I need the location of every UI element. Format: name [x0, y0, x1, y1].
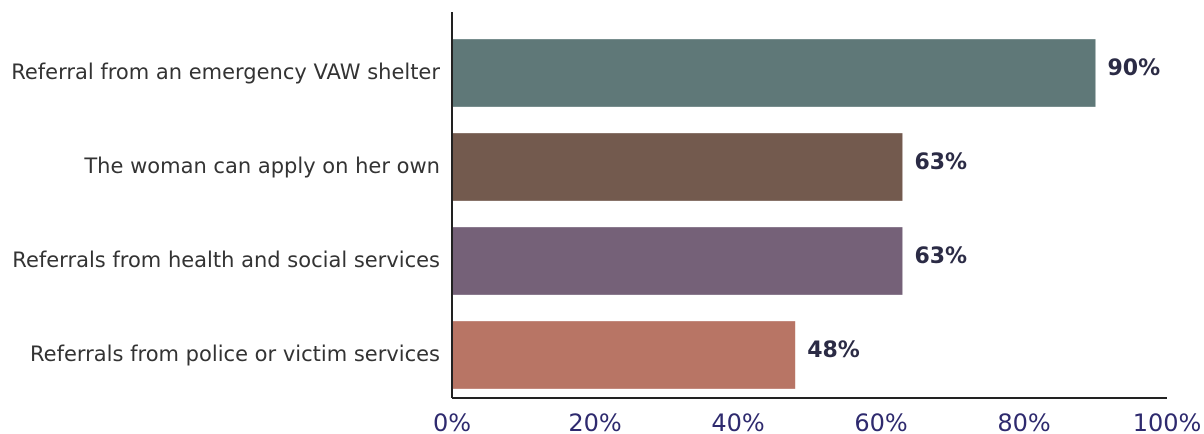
x-tick-label: 40% [711, 409, 764, 434]
bar [452, 133, 903, 201]
category-label: Referral from an emergency VAW shelter [11, 60, 440, 84]
value-label: 90% [1108, 56, 1161, 81]
value-label: 63% [914, 244, 967, 269]
category-label: Referrals from police or victim services [30, 342, 440, 366]
value-label: 63% [914, 150, 967, 175]
x-tick-label: 20% [568, 409, 621, 434]
x-tick-label: 60% [854, 409, 907, 434]
value-label: 48% [807, 338, 860, 363]
x-tick-label: 0% [433, 409, 471, 434]
category-label: Referrals from health and social service… [12, 248, 440, 272]
category-label: The woman can apply on her own [83, 154, 440, 178]
x-tick-label: 80% [997, 409, 1050, 434]
bar [452, 39, 1096, 107]
bar [452, 227, 903, 295]
x-tick-label: 100% [1133, 409, 1202, 434]
bar [452, 321, 796, 389]
